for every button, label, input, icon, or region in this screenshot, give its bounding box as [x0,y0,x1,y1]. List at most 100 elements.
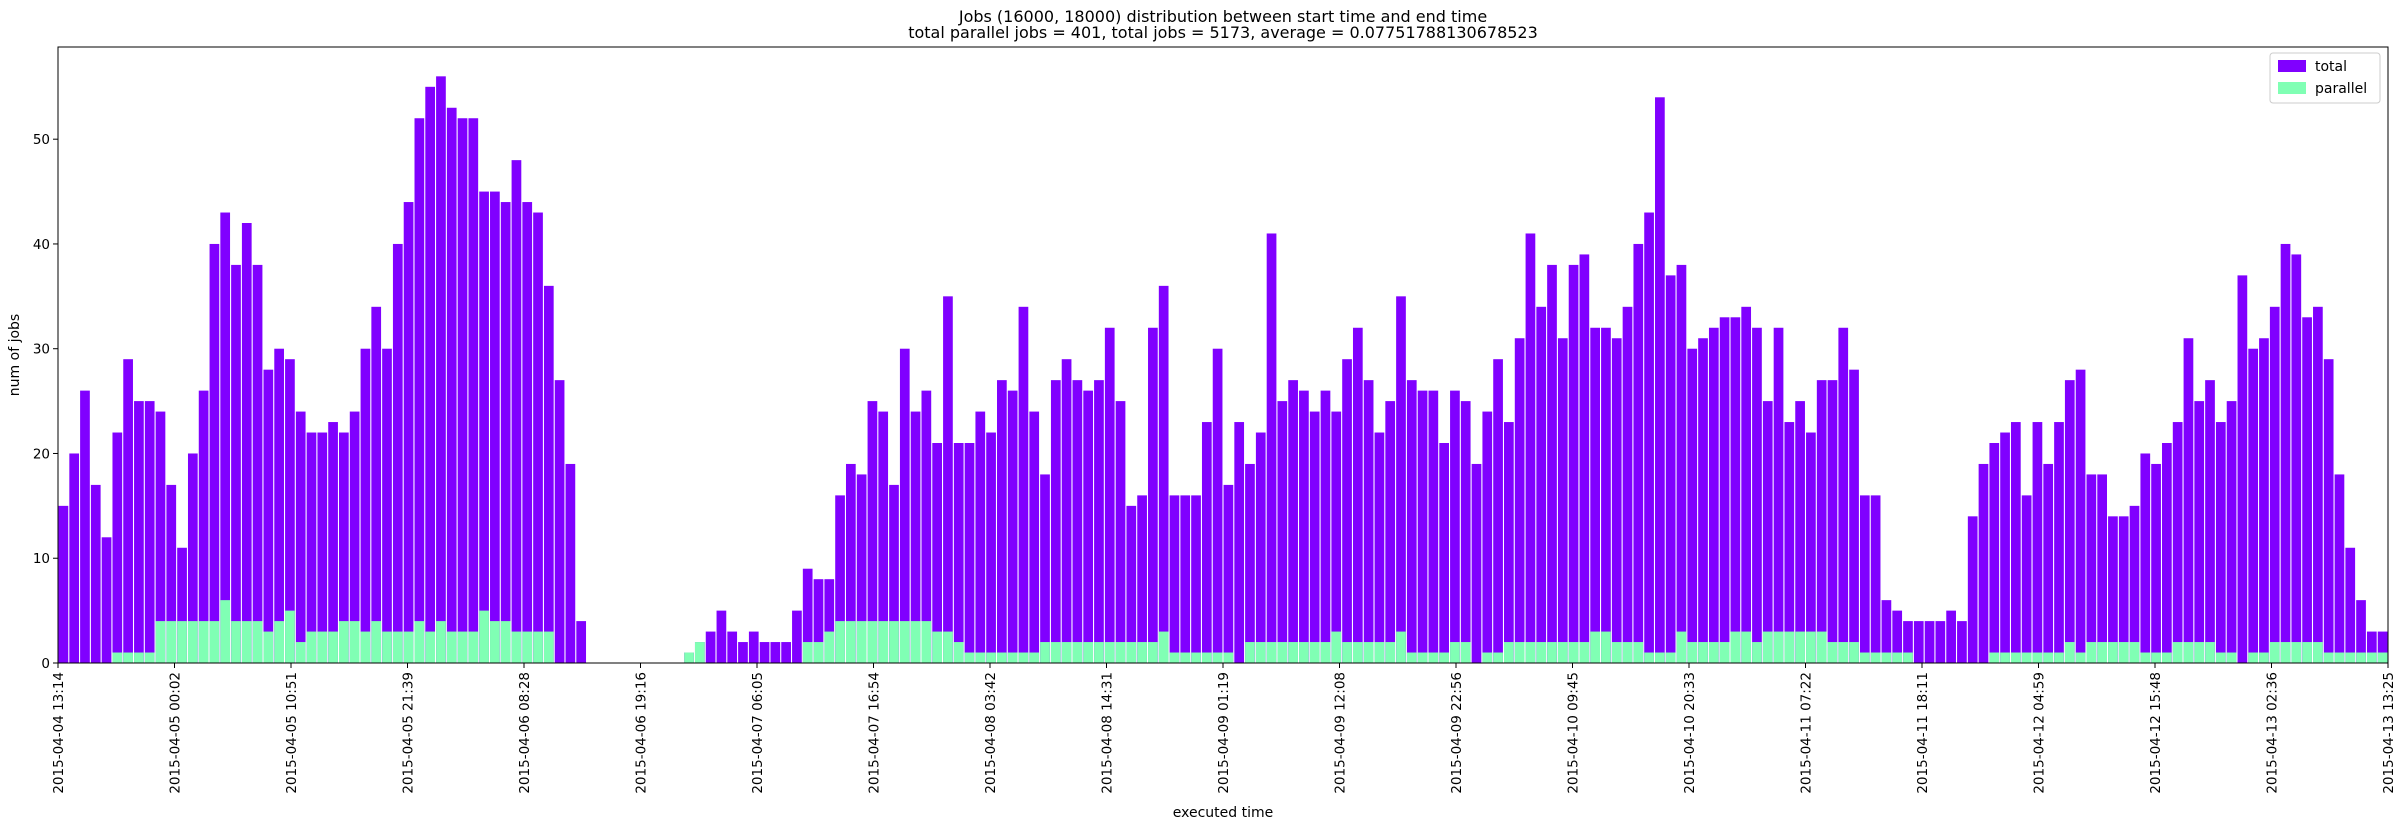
bar-parallel [1385,642,1396,663]
bar-parallel [1859,652,1870,663]
bar-total [1719,317,1730,663]
bar-parallel [1245,642,1255,663]
bar-total [1913,621,1924,663]
bar-total [241,223,252,663]
bar-total [2162,443,2172,663]
bar-total [2313,306,2323,663]
bar-total [220,212,231,663]
bar-total [1903,621,1913,663]
bar-parallel [1687,642,1698,663]
bar-parallel [1299,642,1309,663]
chart-title: Jobs (16000, 18000) distribution between… [958,7,1487,26]
bar-total [910,411,921,663]
bar-parallel [2302,642,2312,663]
bar-parallel [1827,642,1838,663]
bar-total [2151,463,2161,663]
bar-parallel [2151,652,2161,663]
bar-total [2021,495,2032,663]
bar-total [1557,338,1568,663]
x-tick-label: 2015-04-07 06:05 [750,672,766,794]
bar-total [2054,422,2064,663]
bar-total [1148,327,1158,663]
bar-parallel [2259,652,2269,663]
bar-parallel [1655,652,1665,663]
bar-parallel [921,621,932,663]
bar-total [1126,505,1137,663]
bar-parallel [209,621,220,663]
bar-parallel [392,631,403,663]
bar-parallel [1795,631,1805,663]
bar-total [1568,264,1579,663]
bar-parallel [910,621,921,663]
bar-total [187,453,198,663]
bar-total [2043,463,2054,663]
bar-total [414,118,425,664]
bar-total [1191,495,1201,663]
bar-parallel [2075,652,2086,663]
bar-parallel [1266,642,1277,663]
bar-total [1687,348,1698,663]
bar-parallel [263,631,274,663]
bar-parallel [1460,642,1471,663]
bar-total [2377,631,2388,663]
bar-parallel [2313,642,2323,663]
bar-total [1957,621,1967,663]
bar-parallel [2226,652,2237,663]
bar-total [824,579,835,663]
bar-total [1493,359,1503,663]
bar-parallel [1288,642,1298,663]
chart-subtitle: total parallel jobs = 401, total jobs = … [908,23,1538,42]
bar-parallel [241,621,252,663]
bar-total [252,264,263,663]
bar-parallel [1320,642,1331,663]
bar-total [468,118,479,664]
bar-total [2010,422,2021,663]
bar-total [382,348,392,663]
bar-total [2226,401,2237,663]
bar-parallel [975,652,986,663]
bar-parallel [1557,642,1568,663]
bar-total [1050,380,1061,663]
bar-total [1482,411,1493,663]
bar-total [565,463,576,663]
bar-total [457,118,468,664]
bar-total [738,642,748,663]
x-tick-label: 2015-04-11 07:22 [1799,672,1815,794]
bar-parallel [845,621,856,663]
bar-total [2075,369,2086,663]
bar-total [1806,432,1816,663]
bar-parallel [1547,642,1557,663]
bar-parallel [2043,652,2054,663]
x-tick-label: 2015-04-13 02:36 [2265,672,2281,794]
bar-total [1450,390,1460,663]
bar-total [155,411,166,663]
y-tick-label: 20 [33,446,50,462]
x-tick-label: 2015-04-08 03:42 [983,672,999,794]
bar-parallel [1514,642,1525,663]
bar-parallel [1881,652,1892,663]
bar-parallel [1083,642,1094,663]
x-tick-label: 2015-04-10 20:33 [1682,672,1698,794]
bar-parallel [446,631,457,663]
bar-total [1007,390,1018,663]
bar-parallel [932,631,942,663]
bar-total [2172,422,2183,663]
bars-group [58,76,2388,664]
bar-total [1245,463,1255,663]
bar-total [554,380,565,663]
bar-total [1730,317,1741,663]
bar-parallel [403,631,414,663]
bar-parallel [414,621,425,663]
bar-parallel [155,621,166,663]
bar-parallel [436,621,446,663]
bar-total [889,484,899,663]
bar-total [2334,474,2345,663]
bar-total [2032,422,2043,663]
bar-parallel [1773,631,1784,663]
bar-total [1385,401,1396,663]
bar-parallel [187,621,198,663]
bar-total [932,443,942,663]
x-tick-label: 2015-04-04 13:14 [51,672,67,794]
bar-parallel [813,642,824,663]
bar-parallel [349,621,360,663]
